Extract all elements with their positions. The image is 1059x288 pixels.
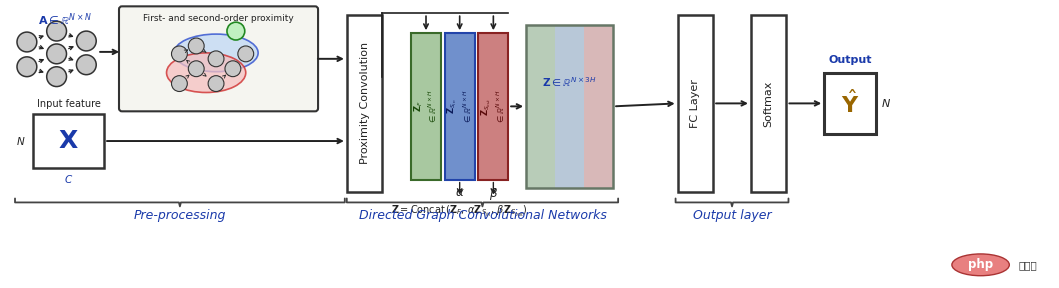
Circle shape (238, 46, 254, 62)
Text: Proximity Convolution: Proximity Convolution (360, 42, 370, 164)
Bar (479, 33, 508, 180)
Text: Softmax: Softmax (764, 80, 774, 127)
Bar (445, 33, 474, 180)
Circle shape (189, 38, 204, 54)
Circle shape (17, 32, 37, 52)
Circle shape (209, 51, 223, 67)
Text: $N$: $N$ (881, 97, 891, 109)
Bar (526, 25, 555, 187)
Text: $C$: $C$ (64, 173, 73, 185)
Circle shape (47, 67, 67, 87)
Circle shape (47, 44, 67, 64)
Text: $\hat{\mathbf{Y}}$: $\hat{\mathbf{Y}}$ (841, 90, 859, 117)
Text: Input feature: Input feature (37, 99, 101, 109)
Circle shape (227, 22, 245, 40)
Circle shape (189, 61, 204, 77)
Text: FC Layer: FC Layer (690, 79, 700, 128)
Bar (33, 114, 104, 168)
Circle shape (76, 31, 96, 51)
Text: $\beta$: $\beta$ (489, 185, 498, 202)
Text: Output layer: Output layer (693, 209, 771, 222)
FancyBboxPatch shape (119, 6, 318, 111)
Text: $\mathbf{Z} = \mathrm{Concat}\,(\mathbf{Z}_F,\,\alpha\mathbf{Z}_{S_{in}},\,\beta: $\mathbf{Z} = \mathrm{Concat}\,(\mathbf{… (391, 204, 528, 219)
Text: Output: Output (828, 55, 872, 65)
Text: First- and second-order proximity: First- and second-order proximity (143, 14, 294, 23)
Bar (346, 15, 382, 192)
Circle shape (17, 57, 37, 77)
Ellipse shape (952, 254, 1009, 276)
Text: $\mathbf{Z} \in \mathbb{R}^{N \times 3H}$: $\mathbf{Z} \in \mathbb{R}^{N \times 3H}… (542, 75, 597, 89)
Text: $\mathbf{Z}_{S_{out}}$
$\in\mathbb{R}^{N\times H}$: $\mathbf{Z}_{S_{out}}$ $\in\mathbb{R}^{N… (480, 89, 507, 124)
Text: $\mathbf{Z}_F$
$\in\mathbb{R}^{N\times H}$: $\mathbf{Z}_F$ $\in\mathbb{R}^{N\times H… (413, 89, 439, 124)
Text: php: php (968, 258, 993, 271)
Bar (678, 15, 713, 192)
Text: $\mathbf{A} \in \mathbb{R}^{N \times N}$: $\mathbf{A} \in \mathbb{R}^{N \times N}$ (37, 11, 91, 28)
Text: $\mathbf{Z}_{S_{in}}$
$\in\mathbb{R}^{N\times H}$: $\mathbf{Z}_{S_{in}}$ $\in\mathbb{R}^{N\… (446, 89, 473, 124)
Circle shape (172, 46, 187, 62)
Circle shape (225, 61, 240, 77)
Circle shape (47, 21, 67, 41)
Text: $\alpha$: $\alpha$ (455, 185, 465, 199)
Bar (585, 25, 613, 187)
Text: Pre-processing: Pre-processing (133, 209, 226, 222)
Bar (824, 73, 876, 134)
Bar (526, 25, 613, 187)
Text: Directed Graph Convolutional Networks: Directed Graph Convolutional Networks (359, 209, 607, 222)
Text: 中文网: 中文网 (1019, 260, 1037, 270)
Bar (411, 33, 441, 180)
Text: $\mathbf{X}$: $\mathbf{X}$ (58, 129, 78, 153)
Circle shape (76, 55, 96, 75)
Ellipse shape (174, 34, 258, 72)
Text: $N$: $N$ (17, 135, 25, 147)
Circle shape (172, 76, 187, 92)
Circle shape (209, 76, 223, 92)
Bar (555, 25, 585, 187)
Bar (751, 15, 787, 192)
Ellipse shape (166, 53, 246, 92)
